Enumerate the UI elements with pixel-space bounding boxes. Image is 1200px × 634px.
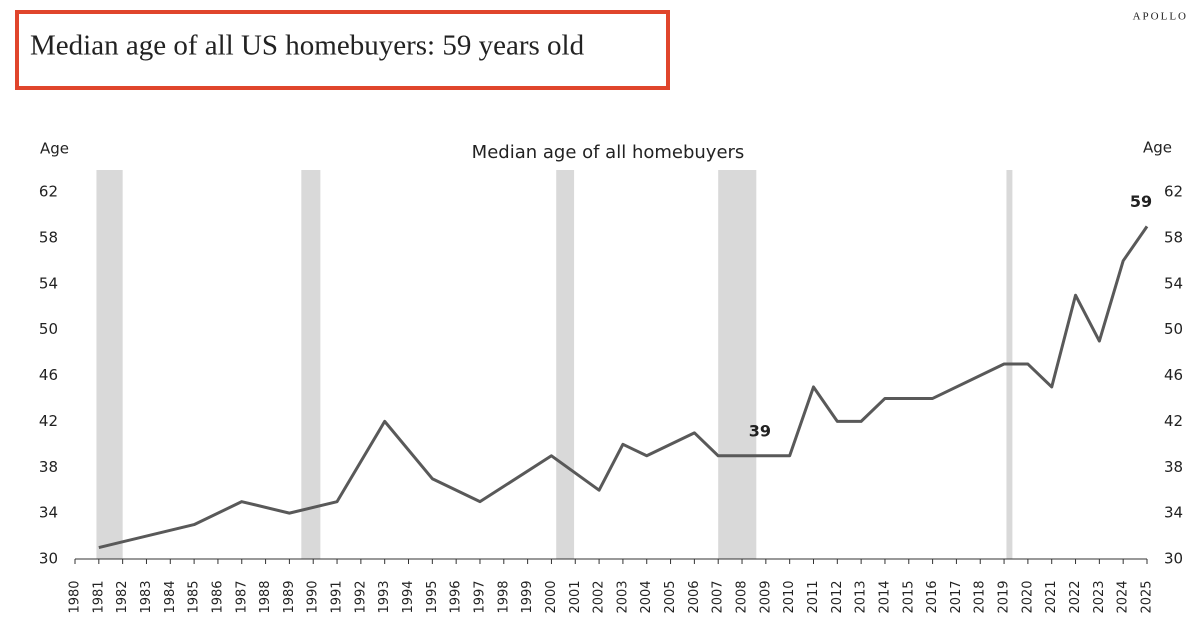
x-tick-label: 1995 bbox=[425, 580, 440, 613]
chart-title: Median age of all homebuyers bbox=[472, 142, 745, 163]
x-tick-label: 2007 bbox=[711, 580, 726, 613]
y-tick-label: 38 bbox=[39, 458, 58, 476]
x-tick-label: 1994 bbox=[401, 580, 416, 613]
x-tick-label: 1989 bbox=[282, 580, 297, 613]
y-tick-label: 46 bbox=[39, 366, 58, 384]
x-tick-label: 2003 bbox=[615, 580, 630, 613]
x-tick-label: 2021 bbox=[1044, 580, 1059, 613]
x-tick-label: 2009 bbox=[758, 580, 773, 613]
x-tick-label: 2011 bbox=[806, 580, 821, 613]
y2-tick-label: 46 bbox=[1164, 366, 1183, 384]
data-label: 39 bbox=[749, 421, 771, 440]
x-tick-label: 1986 bbox=[210, 580, 225, 613]
y2-tick-label: 62 bbox=[1164, 183, 1183, 201]
logo: APOLLO bbox=[1133, 11, 1188, 23]
title-box bbox=[15, 10, 670, 90]
x-tick-label: 1997 bbox=[472, 580, 487, 613]
y-tick-label: 58 bbox=[39, 228, 58, 246]
y2-tick-label: 50 bbox=[1164, 320, 1183, 338]
x-tick-label: 2004 bbox=[639, 580, 654, 613]
x-tick-label: 2017 bbox=[949, 580, 964, 613]
y2-tick-label: 58 bbox=[1164, 228, 1183, 246]
x-tick-label: 1988 bbox=[258, 580, 273, 613]
y2-tick-label: 30 bbox=[1164, 550, 1183, 568]
y-tick-label: 34 bbox=[39, 504, 58, 522]
x-tick-label: 2018 bbox=[973, 580, 988, 613]
x-tick-label: 2000 bbox=[544, 580, 559, 613]
x-tick-label: 2023 bbox=[1092, 580, 1107, 613]
x-tick-label: 2008 bbox=[735, 580, 750, 613]
x-tick-label: 1998 bbox=[496, 580, 511, 613]
x-tick-label: 2013 bbox=[854, 580, 869, 613]
line bbox=[98, 225, 1149, 549]
x-tick-label: 2019 bbox=[997, 580, 1012, 613]
y-tick-label: 62 bbox=[39, 183, 58, 201]
shaded-range bbox=[301, 170, 321, 559]
x-tick-label: 1981 bbox=[91, 580, 106, 613]
y-tick-label: 30 bbox=[39, 550, 58, 568]
y2-tick-label: 38 bbox=[1164, 458, 1183, 476]
x-tick-label: 2012 bbox=[830, 580, 845, 613]
x-tick-label: 1987 bbox=[234, 580, 249, 613]
shaded-range bbox=[556, 170, 575, 559]
x-tick-label: 1984 bbox=[163, 580, 178, 613]
x-tick-label: 1990 bbox=[306, 580, 321, 613]
x-tick-label: 2025 bbox=[1140, 580, 1155, 613]
y2-tick-label: 34 bbox=[1164, 504, 1183, 522]
y2-tick-label: 54 bbox=[1164, 274, 1183, 292]
x-tick-label: 1982 bbox=[115, 580, 130, 613]
x-tick-label: 2022 bbox=[1068, 580, 1083, 613]
x-tick-label: 2002 bbox=[592, 580, 607, 613]
y2-tick-label: 42 bbox=[1164, 412, 1183, 430]
x-tick-label: 2005 bbox=[663, 580, 678, 613]
x-tick-label: 2010 bbox=[782, 580, 797, 613]
y-tick-label: 42 bbox=[39, 412, 58, 430]
y-axis-label: Age bbox=[40, 140, 69, 158]
x-tick-label: 1980 bbox=[68, 580, 83, 613]
y-tick-label: 54 bbox=[39, 274, 58, 292]
x-tick-label: 2006 bbox=[687, 580, 702, 613]
x-tick-label: 1991 bbox=[330, 580, 345, 613]
x-tick-label: 2015 bbox=[901, 580, 916, 613]
x-tick-label: 2020 bbox=[1020, 580, 1035, 613]
x-tick-label: 1983 bbox=[139, 580, 154, 613]
page-title: Median age of all US homebuyers: 59 year… bbox=[30, 30, 585, 62]
x-tick-label: 2014 bbox=[877, 580, 892, 613]
x-tick-label: 1993 bbox=[377, 580, 392, 613]
x-tick-label: 1992 bbox=[353, 580, 368, 613]
x-tick-label: 1996 bbox=[449, 580, 464, 613]
x-tick-label: 1999 bbox=[520, 580, 535, 613]
x-tick-label: 2024 bbox=[1116, 580, 1131, 613]
shaded-range bbox=[718, 170, 757, 559]
data-label: 59 bbox=[1130, 192, 1152, 211]
y-tick-label: 50 bbox=[39, 320, 58, 338]
y2-axis-label: Age bbox=[1143, 139, 1172, 157]
x-tick-label: 2016 bbox=[925, 580, 940, 613]
x-tick-label: 2001 bbox=[568, 580, 583, 613]
shaded-range bbox=[96, 170, 123, 559]
x-tick-label: 1985 bbox=[187, 580, 202, 613]
